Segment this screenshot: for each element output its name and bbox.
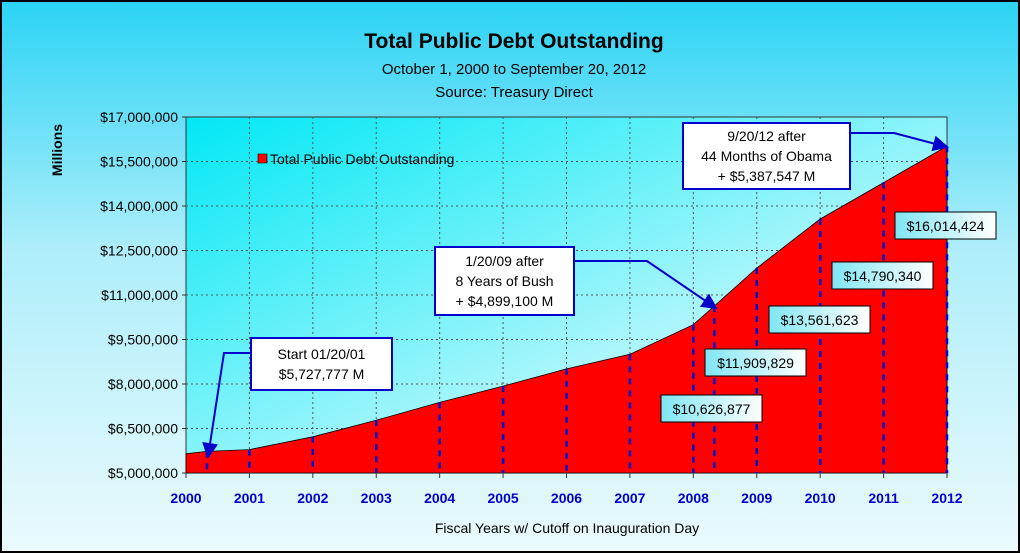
x-tick-label: 2010	[805, 490, 836, 506]
callout-text: 44 Months of Obama	[701, 148, 832, 164]
y-tick-label: $15,500,000	[100, 154, 178, 170]
y-tick-label: $17,000,000	[100, 109, 178, 125]
x-tick-label: 2002	[297, 490, 328, 506]
callout-box	[434, 246, 575, 316]
chart-subtitle-dates: October 1, 2000 to September 20, 2012	[382, 61, 646, 78]
chart-subtitle-source: Source: Treasury Direct	[435, 84, 593, 101]
x-tick-label: 2001	[234, 490, 265, 506]
value-label-box	[894, 211, 997, 240]
callout: 1/20/09 after 8 Years of Bush + $4,899,100…	[434, 246, 718, 316]
value-label-box	[768, 305, 871, 334]
callout-text: + $4,899,100 M	[456, 293, 554, 309]
value-label: $16,014,424	[894, 211, 997, 240]
y-axis-ticks: $5,000,000 $6,500,000 $8,000,000 $9,500,000…	[100, 109, 186, 481]
x-axis-label: Fiscal Years w/ Cutoff on Inauguration D…	[435, 520, 699, 536]
x-tick-label: 2012	[931, 490, 962, 506]
x-tick-label: 2009	[741, 490, 772, 506]
value-label-box	[831, 261, 934, 290]
value-label-box	[704, 348, 807, 377]
callout-text: 1/20/09 after	[465, 253, 544, 269]
y-tick-label: $11,000,000	[101, 287, 178, 303]
y-tick-label: $6,500,000	[108, 421, 178, 437]
x-tick-label: 2003	[361, 490, 392, 506]
value-label-box	[660, 394, 763, 423]
callout-arrow	[202, 352, 251, 459]
callout-text: $5,727,777 M	[279, 366, 365, 382]
callout-text: + $5,387,547 M	[718, 168, 816, 184]
value-label-text: $10,626,877	[673, 401, 751, 417]
legend: Total Public Debt Outstanding	[257, 151, 454, 167]
callout-text: 8 Years of Bush	[455, 273, 553, 289]
value-labels: $10,626,877 $11,909,829 $13,561,623 $14,790…	[660, 211, 997, 423]
callout-box	[250, 337, 393, 391]
y-axis-label: Millions	[49, 124, 65, 176]
value-label-text: $11,909,829	[717, 355, 794, 371]
value-label-text: $14,790,340	[844, 268, 922, 284]
legend-swatch	[257, 153, 268, 164]
callout: 9/20/12 after 44 Months of Obama + $5,387,…	[682, 122, 949, 190]
x-tick-label: 2004	[424, 490, 455, 506]
x-tick-label: 2011	[868, 490, 899, 506]
value-label: $10,626,877	[660, 394, 763, 423]
callout-box	[682, 122, 851, 190]
x-tick-label: 2008	[678, 490, 709, 506]
x-tick-label: 2000	[170, 490, 201, 506]
y-tick-label: $8,000,000	[108, 376, 178, 392]
year-markers	[205, 146, 949, 473]
callout-arrow	[850, 132, 949, 152]
value-label: $13,561,623	[768, 305, 871, 334]
y-tick-label: $5,000,000	[108, 465, 178, 481]
callout-text: 9/20/12 after	[727, 128, 806, 144]
callouts: Start 01/20/01 $5,727,777 M 1/20/09 after 8…	[202, 122, 949, 459]
x-axis-ticks: 2000 2001 2002 2003 2004 2005 2006 2007 2008 2009…	[170, 473, 963, 506]
callout-arrow	[574, 260, 718, 310]
x-tick-label: 2007	[614, 490, 645, 506]
y-tick-label: $14,000,000	[100, 198, 178, 214]
callout-text: Start 01/20/01	[278, 346, 366, 362]
x-tick-label: 2006	[551, 490, 582, 506]
legend-label: Total Public Debt Outstanding	[270, 151, 454, 167]
chart-title: Total Public Debt Outstanding	[364, 30, 663, 53]
y-tick-label: $9,500,000	[108, 332, 178, 348]
value-label: $11,909,829	[704, 348, 807, 377]
callout: Start 01/20/01 $5,727,777 M	[202, 337, 393, 459]
y-tick-label: $12,500,000	[100, 243, 178, 259]
value-label-text: $16,014,424	[907, 218, 985, 234]
x-tick-label: 2005	[488, 490, 519, 506]
value-label: $14,790,340	[831, 261, 934, 290]
value-label-text: $13,561,623	[781, 312, 859, 328]
